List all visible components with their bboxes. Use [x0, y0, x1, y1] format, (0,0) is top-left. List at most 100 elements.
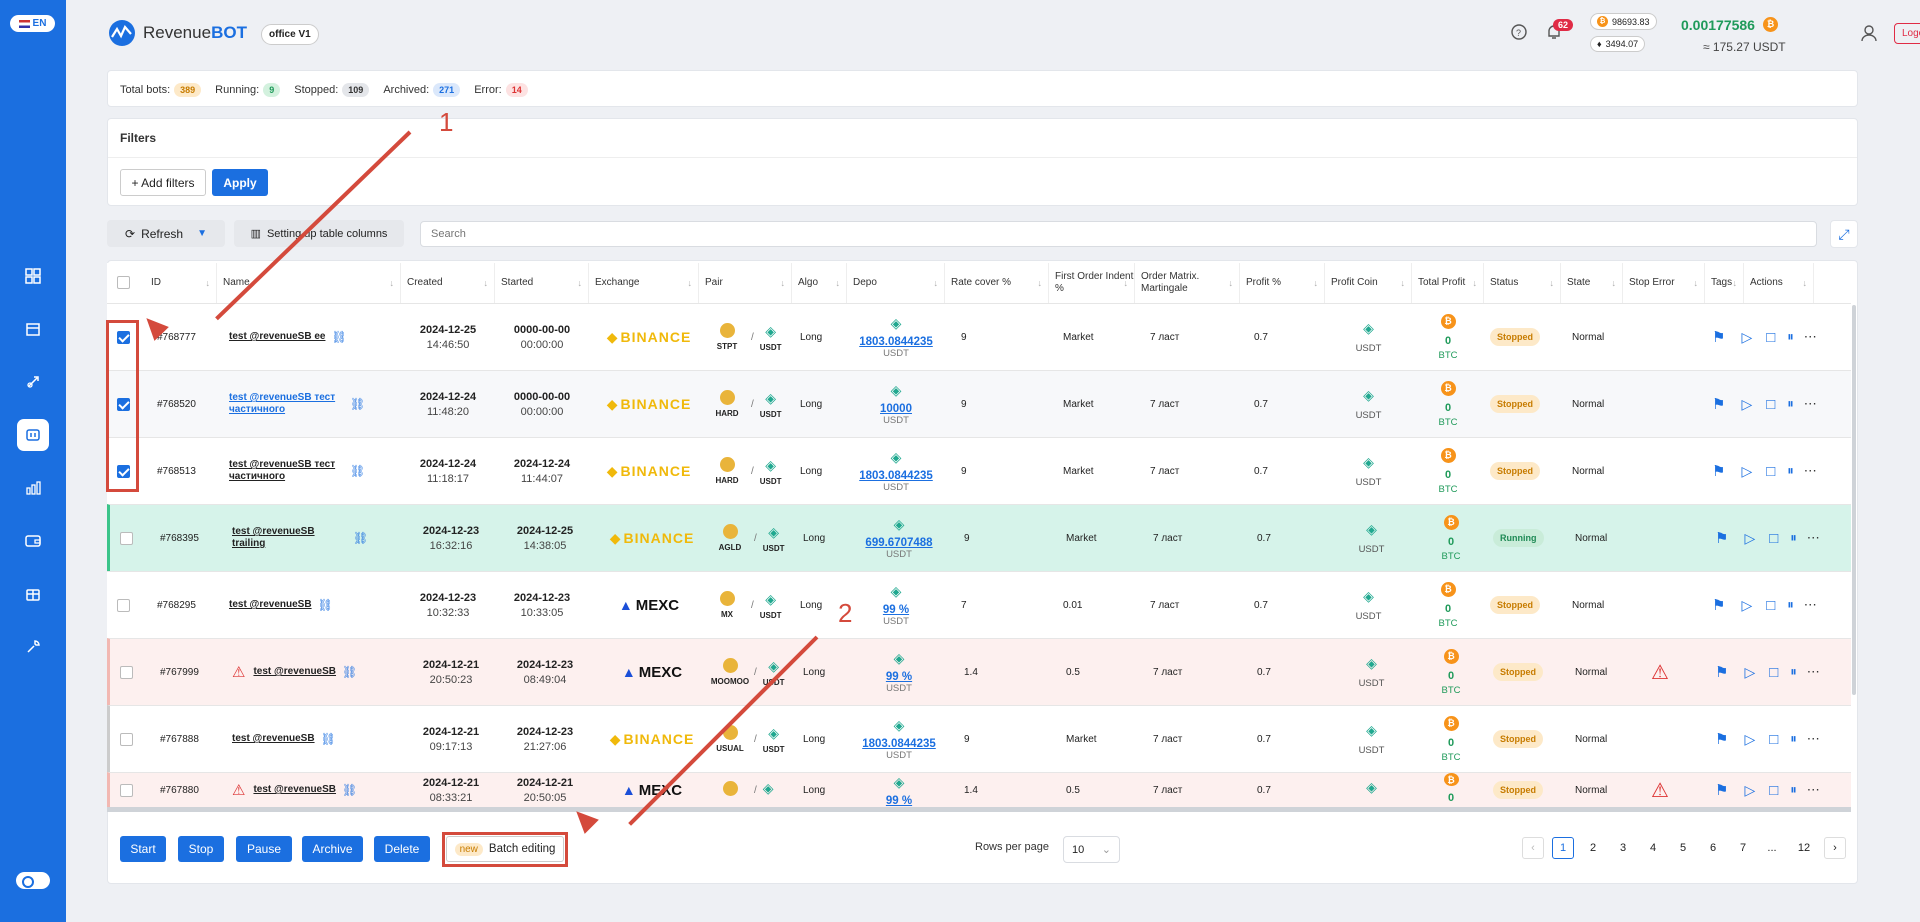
play-icon[interactable]: ▷ [1744, 529, 1756, 546]
checkbox-cell[interactable] [117, 304, 137, 370]
link-icon[interactable]: ⛓ [331, 330, 347, 344]
select-all-checkbox[interactable] [117, 276, 130, 289]
column-header[interactable]: Total Profit [1412, 263, 1484, 303]
link-icon[interactable]: ⛓ [342, 783, 358, 797]
pause-icon[interactable]: ⏸ [1787, 463, 1794, 478]
logout-button[interactable]: Logout [1894, 23, 1920, 44]
depo-value[interactable]: 699.6707488 [865, 537, 933, 549]
more-icon[interactable]: ⋯ [1806, 782, 1820, 797]
bookmark-icon[interactable]: ⚑ [1715, 782, 1729, 799]
row-checkbox[interactable] [117, 397, 130, 411]
apply-button[interactable]: Apply [212, 169, 268, 196]
column-header[interactable]: Profit Coin [1325, 263, 1412, 303]
column-header[interactable]: Started [495, 263, 589, 303]
column-header[interactable]: Status [1484, 263, 1561, 303]
table-row[interactable]: #768520 test @revenueSB тест частичного ⛓ 2… [107, 370, 1851, 437]
depo-value[interactable]: 99 % [885, 671, 913, 683]
rocket-icon[interactable] [17, 366, 49, 398]
pause-icon[interactable]: ⏸ [1790, 664, 1797, 679]
stop-icon[interactable]: □ [1769, 730, 1779, 748]
depo-value[interactable]: 1803.0844235 [859, 336, 933, 348]
link-icon[interactable]: ⛓ [350, 464, 366, 478]
depo-value[interactable]: 1803.0844235 [859, 470, 933, 482]
checkbox-cell[interactable] [120, 505, 140, 571]
bookmark-icon[interactable]: ⚑ [1715, 530, 1729, 547]
add-filters-button[interactable]: + Add filters [120, 169, 206, 196]
table-row[interactable]: #768777 test @revenueSB ee ⛓ 2024-12-25 14:4… [107, 303, 1851, 370]
warning-icon[interactable]: ⚠ [1651, 779, 1669, 802]
play-icon[interactable]: ▷ [1741, 596, 1753, 613]
pause-icon[interactable]: ⏸ [1787, 329, 1794, 344]
table-columns-button[interactable]: ▥ Setting up table columns [234, 220, 404, 247]
column-header[interactable]: Pair [699, 263, 792, 303]
more-icon[interactable]: ⋯ [1803, 597, 1817, 612]
stop-icon[interactable]: □ [1769, 663, 1779, 681]
checkbox-cell[interactable] [117, 371, 137, 437]
page-button[interactable]: 1 [1552, 837, 1574, 859]
store-icon[interactable] [17, 313, 49, 345]
wallet-icon[interactable] [17, 525, 49, 557]
bookmark-icon[interactable]: ⚑ [1715, 664, 1729, 681]
page-button[interactable]: 12 [1797, 842, 1811, 854]
dashboard-icon[interactable] [17, 260, 49, 292]
bookmark-icon[interactable]: ⚑ [1712, 329, 1726, 346]
batch-editing-button[interactable]: new Batch editing [446, 836, 564, 862]
checkbox-cell[interactable] [120, 773, 140, 807]
language-switch[interactable]: EN [10, 15, 55, 32]
bookmark-icon[interactable]: ⚑ [1712, 463, 1726, 480]
horizontal-scrollbar[interactable] [107, 807, 1851, 812]
more-icon[interactable]: ⋯ [1806, 664, 1820, 679]
more-icon[interactable]: ⋯ [1806, 530, 1820, 545]
pause-icon[interactable]: ⏸ [1787, 396, 1794, 411]
column-header[interactable]: Name [217, 263, 401, 303]
bot-name[interactable]: test @revenueSB [253, 784, 337, 795]
page-button[interactable]: 6 [1709, 842, 1717, 854]
theme-toggle[interactable] [16, 872, 50, 889]
more-icon[interactable]: ⋯ [1803, 329, 1817, 344]
page-button[interactable]: 4 [1649, 842, 1657, 854]
checkbox-cell[interactable] [120, 639, 140, 705]
column-header[interactable]: Profit % [1240, 263, 1325, 303]
link-icon[interactable]: ⛓ [317, 598, 333, 612]
bot-name[interactable]: test @revenueSB тест частичного [229, 459, 336, 482]
column-header[interactable]: Stop Error [1623, 263, 1705, 303]
prev-page-icon[interactable]: ‹ [1522, 837, 1544, 859]
warning-icon[interactable]: ⚠ [1651, 661, 1669, 684]
logo[interactable]: RevenueBOT [107, 19, 247, 47]
play-icon[interactable]: ▷ [1741, 328, 1753, 345]
bot-name[interactable]: test @revenueSB [253, 666, 337, 677]
bot-icon[interactable] [17, 419, 49, 451]
checkbox-cell[interactable] [120, 706, 140, 772]
play-icon[interactable]: ▷ [1741, 395, 1753, 412]
archive-button[interactable]: Archive [302, 836, 363, 862]
pause-icon[interactable]: ⏸ [1790, 782, 1797, 797]
column-header[interactable]: Actions [1744, 263, 1814, 303]
chart-icon[interactable] [17, 472, 49, 504]
row-checkbox[interactable] [120, 783, 133, 797]
column-header[interactable]: Depo [847, 263, 945, 303]
depo-value[interactable]: 10000 [880, 403, 912, 415]
rows-per-page-select[interactable]: 10 ⌄ [1063, 836, 1120, 863]
stop-icon[interactable]: □ [1769, 529, 1779, 547]
row-checkbox[interactable] [117, 598, 130, 612]
play-icon[interactable]: ▷ [1744, 663, 1756, 680]
row-checkbox[interactable] [117, 464, 130, 478]
bot-name[interactable]: test @revenueSB [229, 599, 312, 610]
user-icon[interactable] [1861, 24, 1877, 45]
link-icon[interactable]: ⛓ [342, 665, 358, 679]
wrench-icon[interactable] [17, 631, 49, 663]
pause-icon[interactable]: ⏸ [1790, 731, 1797, 746]
column-header[interactable]: Exchange [589, 263, 699, 303]
more-icon[interactable]: ⋯ [1803, 463, 1817, 478]
bot-name[interactable]: test @revenueSB тест частичного [229, 392, 336, 415]
bookmark-icon[interactable]: ⚑ [1712, 396, 1726, 413]
stop-icon[interactable]: □ [1766, 328, 1776, 346]
stop-icon[interactable]: □ [1766, 395, 1776, 413]
bookmark-icon[interactable]: ⚑ [1715, 731, 1729, 748]
vertical-scrollbar[interactable] [1852, 305, 1856, 695]
column-header[interactable]: Tags [1705, 263, 1744, 303]
table-row[interactable]: #768513 test @revenueSB тест частичного ⛓ 2… [107, 437, 1851, 504]
stop-icon[interactable]: □ [1769, 781, 1779, 799]
stop-button[interactable]: Stop [178, 836, 224, 862]
checkbox-cell[interactable] [117, 438, 137, 504]
